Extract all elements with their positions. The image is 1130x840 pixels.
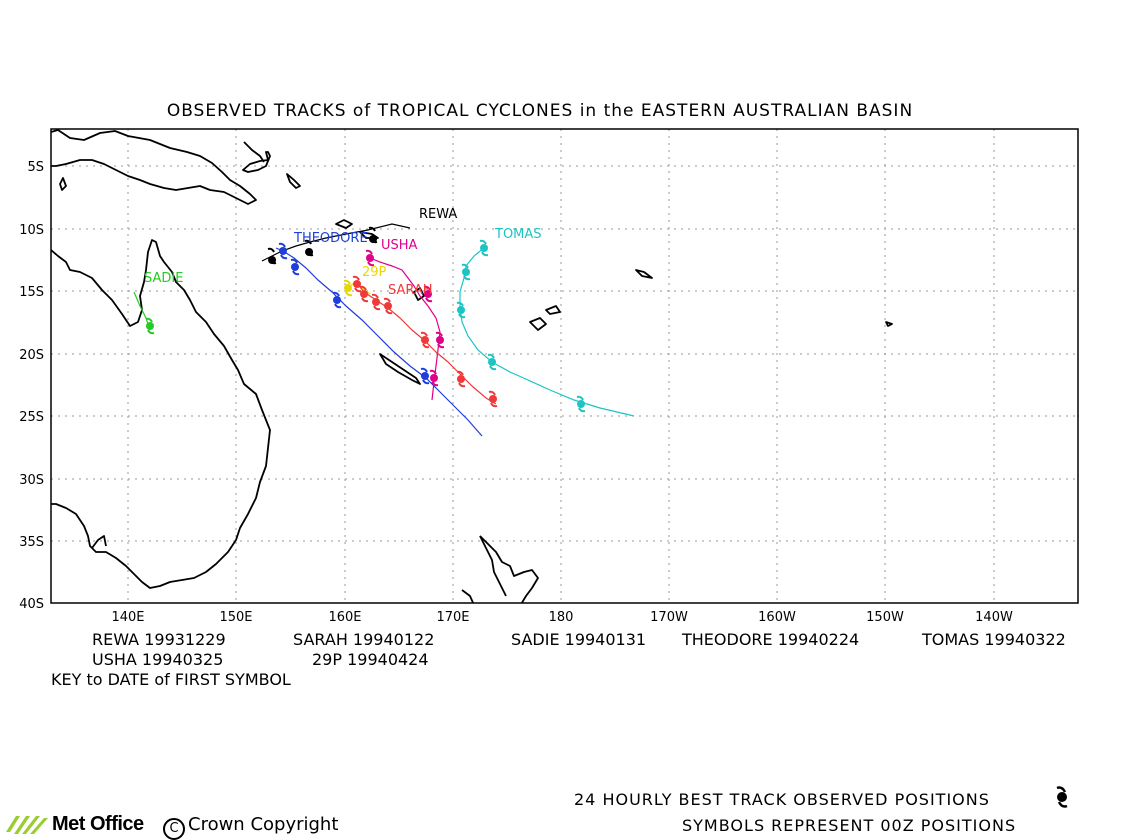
nz-north-island-coast: [479, 535, 539, 603]
samoa-coast: [635, 269, 653, 279]
label-29p: 29P: [362, 265, 387, 280]
key-entry: TOMAS 19940322: [922, 630, 1066, 649]
lon-label: 180: [549, 610, 574, 625]
key-entry: USHA 19940325: [92, 650, 224, 669]
storm-labels: REWA THEODORE USHA TOMAS 29P SARAH SADIE: [144, 207, 542, 298]
lat-label: 15S: [19, 285, 44, 300]
sadie-symbols: [145, 317, 155, 335]
solomons-coast: [335, 219, 353, 229]
label-sadie: SADIE: [144, 271, 183, 286]
cyclone-tracks: [133, 223, 635, 437]
lat-label: 25S: [19, 410, 44, 425]
fiji-coast: [529, 317, 547, 331]
track-rewa: [261, 223, 411, 262]
fiji-vanua-coast: [545, 305, 561, 315]
lat-label: 5S: [27, 160, 44, 175]
nz-north-island-west: [479, 535, 507, 597]
met-office-logo-text: Met Office: [52, 812, 144, 835]
key-entry: SARAH 19940122: [293, 630, 435, 649]
met-office-logo-icon: [6, 816, 48, 834]
lon-label: 140W: [975, 610, 1013, 625]
label-rewa: REWA: [419, 207, 457, 222]
footer-symbols-note: SYMBOLS REPRESENT 00Z POSITIONS: [682, 816, 1017, 835]
new-guinea-coast: [51, 129, 257, 205]
lat-label: 10S: [19, 223, 44, 238]
australia-coast: [51, 239, 271, 589]
lon-label: 160W: [758, 610, 796, 625]
copyright-text: Crown Copyright: [188, 814, 339, 835]
lon-label: 150W: [866, 610, 904, 625]
copyright-symbol: C: [163, 818, 185, 840]
track-usha: [369, 257, 441, 401]
key-entry: THEODORE 19940224: [682, 630, 860, 649]
tomas-symbols: [456, 239, 586, 413]
new-britain-coast: [242, 151, 271, 173]
sarah-symbols: [352, 275, 498, 408]
label-tomas: TOMAS: [494, 227, 542, 242]
key-entry: 29P 19940424: [312, 650, 429, 669]
new-caledonia-coast: [379, 353, 421, 385]
met-office-logo: Met Office: [6, 812, 144, 836]
lon-label: 150E: [219, 610, 252, 625]
tahiti-coast: [885, 321, 893, 327]
map-frame: [50, 128, 1079, 604]
29p-symbols: [343, 279, 353, 297]
latitude-labels: 5S 10S 15S 20S 25S 30S 35S 40S: [19, 160, 44, 612]
footer-best-track-note: 24 HOURLY BEST TRACK OBSERVED POSITIONS: [574, 790, 990, 809]
lord-howe-coast: [461, 589, 475, 603]
spencer-gulf-coast: [91, 535, 107, 549]
lon-label: 170W: [650, 610, 688, 625]
lon-label: 170E: [436, 610, 469, 625]
graticule: [51, 129, 1078, 603]
label-sarah: SARAH: [388, 283, 433, 298]
guadalcanal-coast: [359, 231, 379, 239]
track-theodore: [275, 247, 483, 437]
tasmania-coast: [150, 606, 176, 618]
cyclone-symbols: [145, 226, 586, 413]
map-title: OBSERVED TRACKS of TROPICAL CYCLONES in …: [166, 101, 914, 121]
track-tomas: [459, 247, 635, 417]
lat-label: 40S: [19, 597, 44, 612]
copyright-notice: C Crown Copyright: [163, 814, 338, 840]
key-note: KEY to DATE of FIRST SYMBOL: [51, 670, 291, 689]
bougainville-coast: [286, 173, 301, 189]
lat-label: 30S: [19, 473, 44, 488]
cyclone-symbol-icon: [1056, 786, 1068, 808]
key-entry: REWA 19931229: [92, 630, 226, 649]
key-entry: SADIE 19940131: [511, 630, 647, 649]
new-ireland-coast: [243, 141, 265, 163]
lon-label: 160E: [328, 610, 361, 625]
longitude-labels: 140E 150E 160E 170E 180 170W 160W 150W 1…: [111, 610, 1012, 625]
theodore-symbols: [278, 242, 430, 385]
vanuatu-coast: [413, 287, 425, 301]
coastlines: [51, 129, 893, 618]
aru-island-coast: [59, 177, 67, 191]
usha-symbols: [365, 249, 445, 387]
lat-label: 20S: [19, 348, 44, 363]
label-theodore: THEODORE: [293, 231, 368, 246]
lat-label: 35S: [19, 535, 44, 550]
label-usha: USHA: [381, 238, 418, 253]
rewa-symbols: [267, 226, 378, 265]
lon-label: 140E: [111, 610, 144, 625]
